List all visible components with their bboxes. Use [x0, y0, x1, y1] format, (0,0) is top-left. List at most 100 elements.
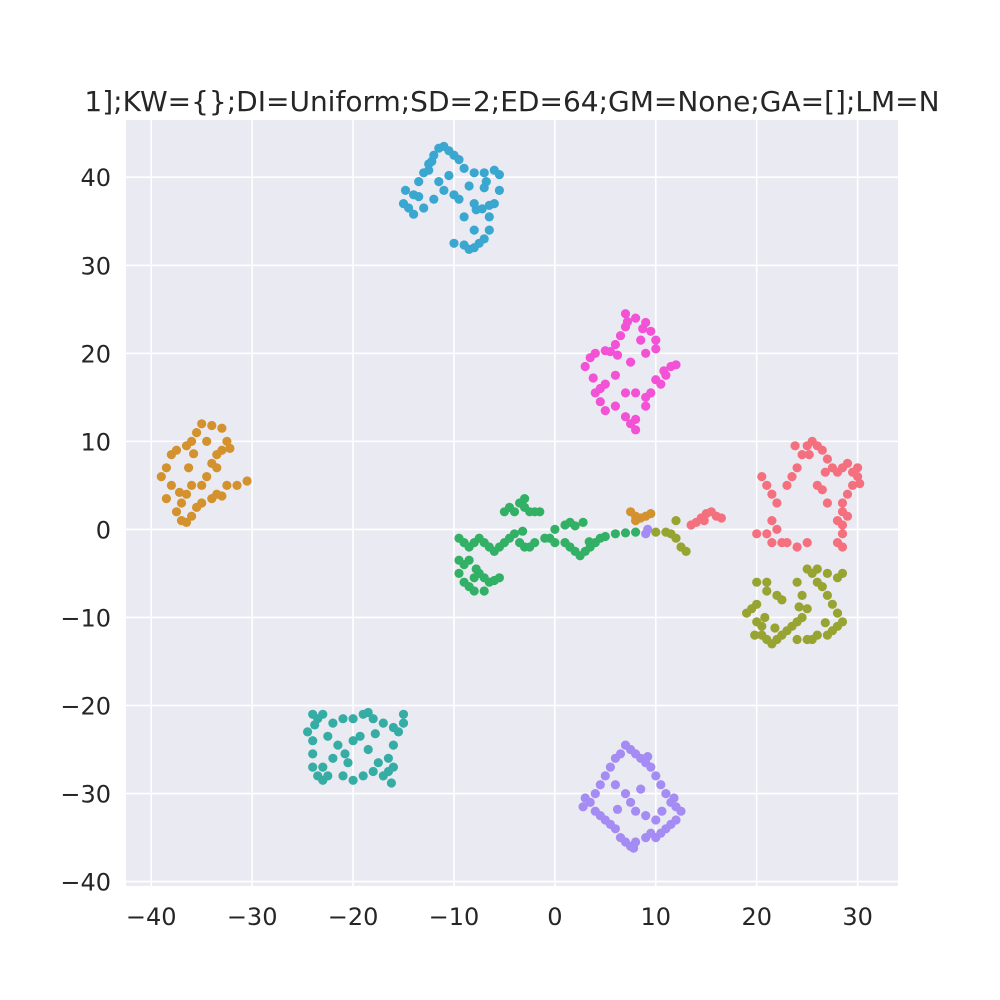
data-point — [610, 780, 621, 790]
data-point — [827, 599, 838, 609]
data-point — [578, 517, 588, 528]
data-point — [308, 749, 318, 759]
y-tick-label: −40 — [60, 869, 111, 897]
data-point — [570, 521, 580, 531]
data-point — [646, 326, 656, 336]
data-point — [626, 357, 636, 367]
chart-title: 1];KW={};DI=Uniform;SD=2;ED=64;GM=None;G… — [84, 85, 939, 118]
data-point — [842, 458, 853, 468]
data-point — [787, 472, 797, 482]
data-point — [373, 758, 383, 768]
data-point — [631, 527, 641, 537]
data-point — [646, 388, 656, 398]
data-point — [802, 538, 812, 548]
data-point — [328, 718, 338, 728]
data-point — [550, 538, 560, 548]
data-point — [439, 185, 449, 195]
data-point — [427, 156, 437, 166]
data-point — [449, 190, 459, 200]
data-point — [631, 313, 641, 323]
data-point — [323, 731, 333, 741]
data-point — [308, 736, 318, 746]
data-point — [620, 789, 631, 799]
data-point — [772, 498, 782, 508]
data-point — [383, 753, 393, 763]
data-point — [641, 348, 651, 358]
data-point — [520, 494, 530, 504]
data-point — [429, 194, 439, 204]
data-point — [414, 177, 424, 187]
x-tick-label: 0 — [547, 903, 562, 931]
data-point — [837, 568, 848, 579]
data-point — [822, 568, 833, 579]
x-axis-ticks: −40 −30 −20 −10 0 10 20 30 — [126, 903, 873, 931]
y-tick-label: 10 — [80, 428, 111, 456]
data-point — [752, 529, 762, 539]
data-point — [303, 727, 313, 737]
data-point — [181, 517, 192, 528]
series-6 — [303, 707, 409, 788]
data-point — [817, 445, 827, 455]
data-point — [790, 441, 800, 451]
data-point — [479, 586, 489, 596]
data-point — [757, 621, 767, 631]
data-point — [600, 771, 610, 781]
data-point — [802, 564, 812, 574]
data-point — [217, 491, 227, 501]
data-point — [459, 212, 469, 222]
data-point — [782, 538, 792, 548]
data-point — [509, 529, 520, 539]
data-point — [716, 513, 727, 523]
data-point — [535, 507, 545, 517]
data-point — [225, 443, 235, 453]
data-point — [615, 749, 626, 759]
x-tick-label: 20 — [741, 903, 772, 931]
data-point — [636, 784, 646, 794]
series-0 — [398, 141, 504, 254]
data-point — [308, 762, 318, 772]
data-point — [822, 590, 833, 601]
data-point — [494, 185, 504, 195]
data-point — [610, 370, 621, 380]
y-tick-label: −20 — [60, 693, 111, 721]
data-point — [626, 419, 636, 429]
data-point — [333, 740, 343, 750]
x-tick-label: 10 — [641, 903, 672, 931]
data-point — [338, 771, 348, 781]
data-point — [646, 508, 656, 519]
data-point — [620, 528, 631, 538]
x-tick-label: −20 — [328, 903, 379, 931]
data-point — [484, 225, 494, 235]
data-point — [595, 383, 605, 394]
data-point — [499, 507, 509, 517]
data-point — [174, 487, 185, 497]
data-point — [605, 762, 616, 772]
data-point — [189, 449, 199, 459]
data-point — [338, 714, 348, 724]
data-point — [348, 736, 358, 746]
data-point — [676, 806, 686, 816]
data-point — [671, 516, 681, 526]
data-point — [669, 793, 679, 803]
data-point — [184, 463, 194, 473]
data-point — [699, 516, 709, 526]
data-point — [414, 192, 424, 202]
data-point — [661, 789, 671, 799]
data-point — [797, 450, 807, 460]
data-point — [812, 564, 822, 574]
data-point — [368, 766, 378, 777]
data-point — [388, 762, 398, 772]
data-point — [212, 450, 222, 460]
data-point — [767, 516, 777, 526]
data-point — [368, 714, 378, 724]
data-point — [171, 445, 182, 455]
data-point — [386, 778, 396, 788]
data-point — [767, 489, 777, 499]
data-point — [310, 720, 320, 730]
data-point — [398, 718, 409, 728]
data-point — [797, 612, 807, 623]
data-point — [323, 771, 333, 781]
data-point — [760, 612, 770, 623]
data-point — [641, 811, 651, 821]
data-point — [610, 529, 621, 539]
